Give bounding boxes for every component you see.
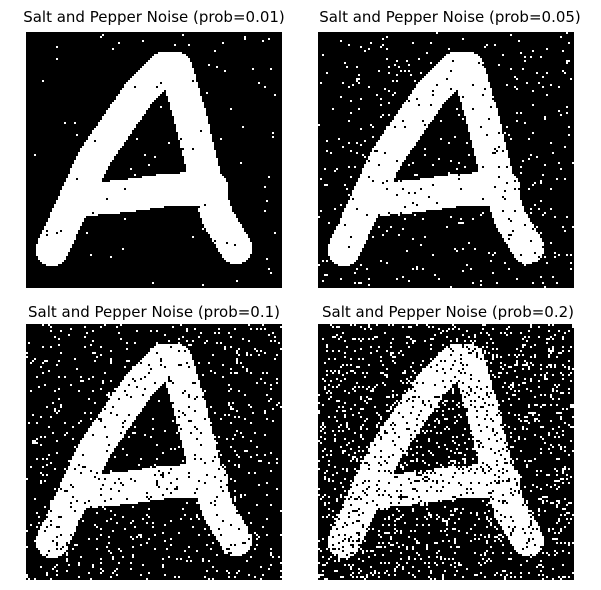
panel-title: Salt and Pepper Noise (prob=0.2) (321, 303, 575, 321)
noisy-letter-a-image (318, 32, 574, 288)
noise-panel-prob-0.2: Salt and Pepper Noise (prob=0.2) (300, 295, 600, 590)
noise-panel-prob-0.05: Salt and Pepper Noise (prob=0.05) (300, 0, 600, 295)
noisy-letter-a-image (318, 324, 574, 580)
panel-title: Salt and Pepper Noise (prob=0.05) (319, 8, 581, 26)
noise-panel-prob-0.01: Salt and Pepper Noise (prob=0.01) (0, 0, 300, 295)
noisy-letter-a-image (26, 324, 282, 580)
panel-title: Salt and Pepper Noise (prob=0.01) (23, 8, 285, 26)
noisy-letter-a-image (26, 32, 282, 288)
panel-title: Salt and Pepper Noise (prob=0.1) (27, 303, 281, 321)
noise-panel-prob-0.1: Salt and Pepper Noise (prob=0.1) (0, 295, 300, 590)
